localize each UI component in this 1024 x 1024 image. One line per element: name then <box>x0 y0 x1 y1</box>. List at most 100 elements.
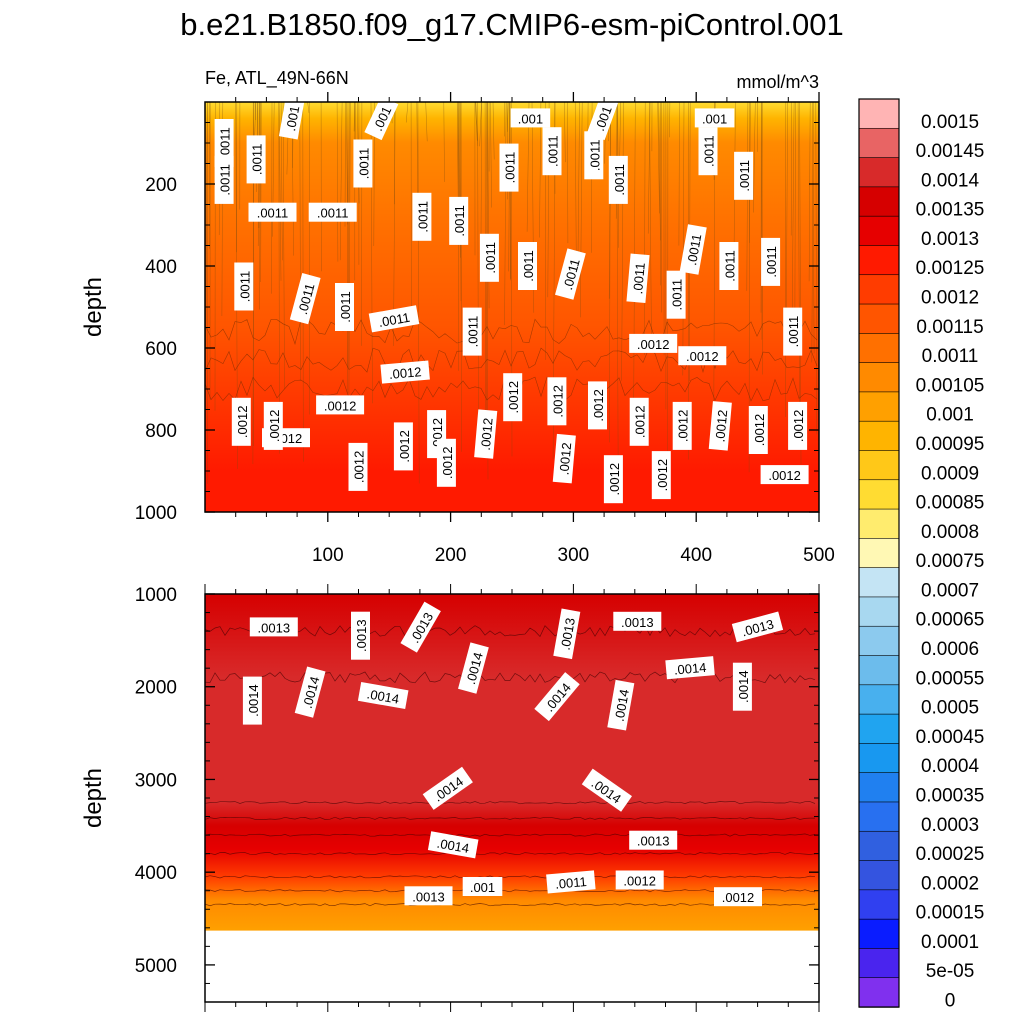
colorbar-label: 0.0002 <box>921 873 979 894</box>
contour-label: .0012 <box>436 438 456 487</box>
bottom-panel: .0013.0013.0013.0013.0013.0013.0014.0014… <box>80 584 820 1012</box>
contour-label-text: .0012 <box>752 414 767 447</box>
contour-label: .001 <box>510 108 551 128</box>
contour-label: .0011 <box>608 155 628 204</box>
contour-label-text: .0011 <box>415 201 430 233</box>
contour-label: .0012 <box>316 395 365 415</box>
y-tick-label: 800 <box>145 421 177 442</box>
contour-label: .0011 <box>783 307 803 356</box>
contour-label: .0012 <box>651 451 671 500</box>
contour-streak <box>811 102 814 363</box>
contour-label: .0012 <box>547 377 567 426</box>
colorbar-label: 0.00145 <box>916 141 985 162</box>
colorbar-swatch <box>858 743 900 774</box>
colorbar-swatch <box>858 596 900 627</box>
colorbar-label: 0.00035 <box>916 786 985 807</box>
colorbar-swatch <box>858 362 900 393</box>
colorbar-swatch <box>858 977 900 1008</box>
contour-label-text: .0011 <box>237 271 252 303</box>
contour-streak <box>336 102 339 262</box>
contour-label: .0012 <box>678 346 727 366</box>
colorbar-swatch <box>858 860 900 891</box>
contour-label-text: .0012 <box>655 459 670 492</box>
contour-label: .0011 <box>214 155 234 204</box>
contour-label: .0011 <box>719 242 739 290</box>
colorbar-swatch <box>858 508 900 540</box>
contour-streak <box>260 102 262 283</box>
colorbar-swatch <box>858 918 900 950</box>
contour-streak <box>339 102 343 261</box>
contour-label: .0011 <box>368 305 420 333</box>
contour-label-text: .0011 <box>737 160 752 192</box>
colorbar-swatch <box>858 127 900 159</box>
contour-streak <box>207 102 209 484</box>
contour-line <box>205 833 816 837</box>
contour-label-text: .0013 <box>637 834 670 849</box>
contour-label: .0011 <box>761 237 781 286</box>
colorbar-label: 0.0001 <box>921 932 979 953</box>
contour-streak <box>504 102 507 326</box>
contour-label: .0013 <box>249 617 298 637</box>
contour-line <box>205 889 816 893</box>
colorbar-label: 0.0006 <box>921 639 979 660</box>
colorbar-swatch <box>858 830 900 862</box>
contour-label-text: .0014 <box>246 684 261 717</box>
contour-label: .0014 <box>732 662 752 711</box>
contour-label-text: .0011 <box>555 874 588 892</box>
contour-label-text: .0012 <box>607 463 622 496</box>
contour-label-text: .0011 <box>612 164 627 196</box>
contour-label-text: .0012 <box>633 406 648 439</box>
contour-streak <box>479 102 482 147</box>
contour-label-text: .0011 <box>722 250 737 282</box>
contour-label-text: .0011 <box>587 140 602 172</box>
y-tick-label: 200 <box>145 175 177 196</box>
contour-label-text: .0011 <box>546 135 561 167</box>
contour-streak <box>405 102 409 123</box>
colorbar-swatch <box>858 245 900 276</box>
contour-line <box>205 625 816 638</box>
y-tick-label: 4000 <box>135 863 177 884</box>
colorbar-label: 0.0013 <box>921 229 979 250</box>
contour-label: .0013 <box>731 611 784 643</box>
contour-label: .0013 <box>613 611 662 631</box>
colorbar-label: 0.00095 <box>916 434 985 455</box>
contour-label: .0012 <box>714 887 762 907</box>
contour-streak <box>299 102 301 381</box>
contour-label-text: .0012 <box>267 410 282 443</box>
colorbar-label: 0.0004 <box>921 756 980 777</box>
contour-streak <box>647 102 651 234</box>
contour-label: .0012 <box>231 397 251 446</box>
colorbar-label: 0.00055 <box>916 668 985 689</box>
contour-streak <box>504 102 506 137</box>
contour-label: .001 <box>364 102 399 141</box>
chart-title: b.e21.B1850.f09_g17.CMIP6-esm-piControl.… <box>180 7 843 42</box>
contour-label-text: .0013 <box>621 615 654 630</box>
contour-label-text: .0011 <box>503 152 518 184</box>
contour-label: .0011 <box>335 283 354 331</box>
contour-label: .0012 <box>552 433 576 484</box>
colorbar-label: 0.00065 <box>916 610 985 631</box>
contour-streak <box>348 102 351 395</box>
contour-line <box>205 875 816 879</box>
contour-label: .001 <box>694 108 735 128</box>
contour-label-text: .0011 <box>257 206 289 221</box>
contour-label: .001 <box>586 102 619 141</box>
contour-label-text: .001 <box>283 105 302 133</box>
contour-label: .0011 <box>666 270 686 319</box>
contour-label: .001 <box>278 102 305 140</box>
contour-label-text: .0013 <box>412 889 445 904</box>
contour-label: .0012 <box>603 455 623 504</box>
contour-line <box>205 852 816 856</box>
contour-line <box>205 801 816 805</box>
colorbar-swatch <box>858 801 900 832</box>
contour-label: .0014 <box>427 831 479 859</box>
contour-streak <box>393 102 396 346</box>
contour-streak <box>815 102 818 435</box>
colorbar-label: 0.0003 <box>921 815 979 836</box>
contour-streak <box>797 102 801 416</box>
contour-label: .0011 <box>546 870 596 894</box>
contour-label-text: .0012 <box>686 349 719 364</box>
y-tick-label: 5000 <box>135 956 177 977</box>
colorbar-label: 0.0012 <box>921 288 979 309</box>
y-tick-label: 1000 <box>135 503 177 524</box>
